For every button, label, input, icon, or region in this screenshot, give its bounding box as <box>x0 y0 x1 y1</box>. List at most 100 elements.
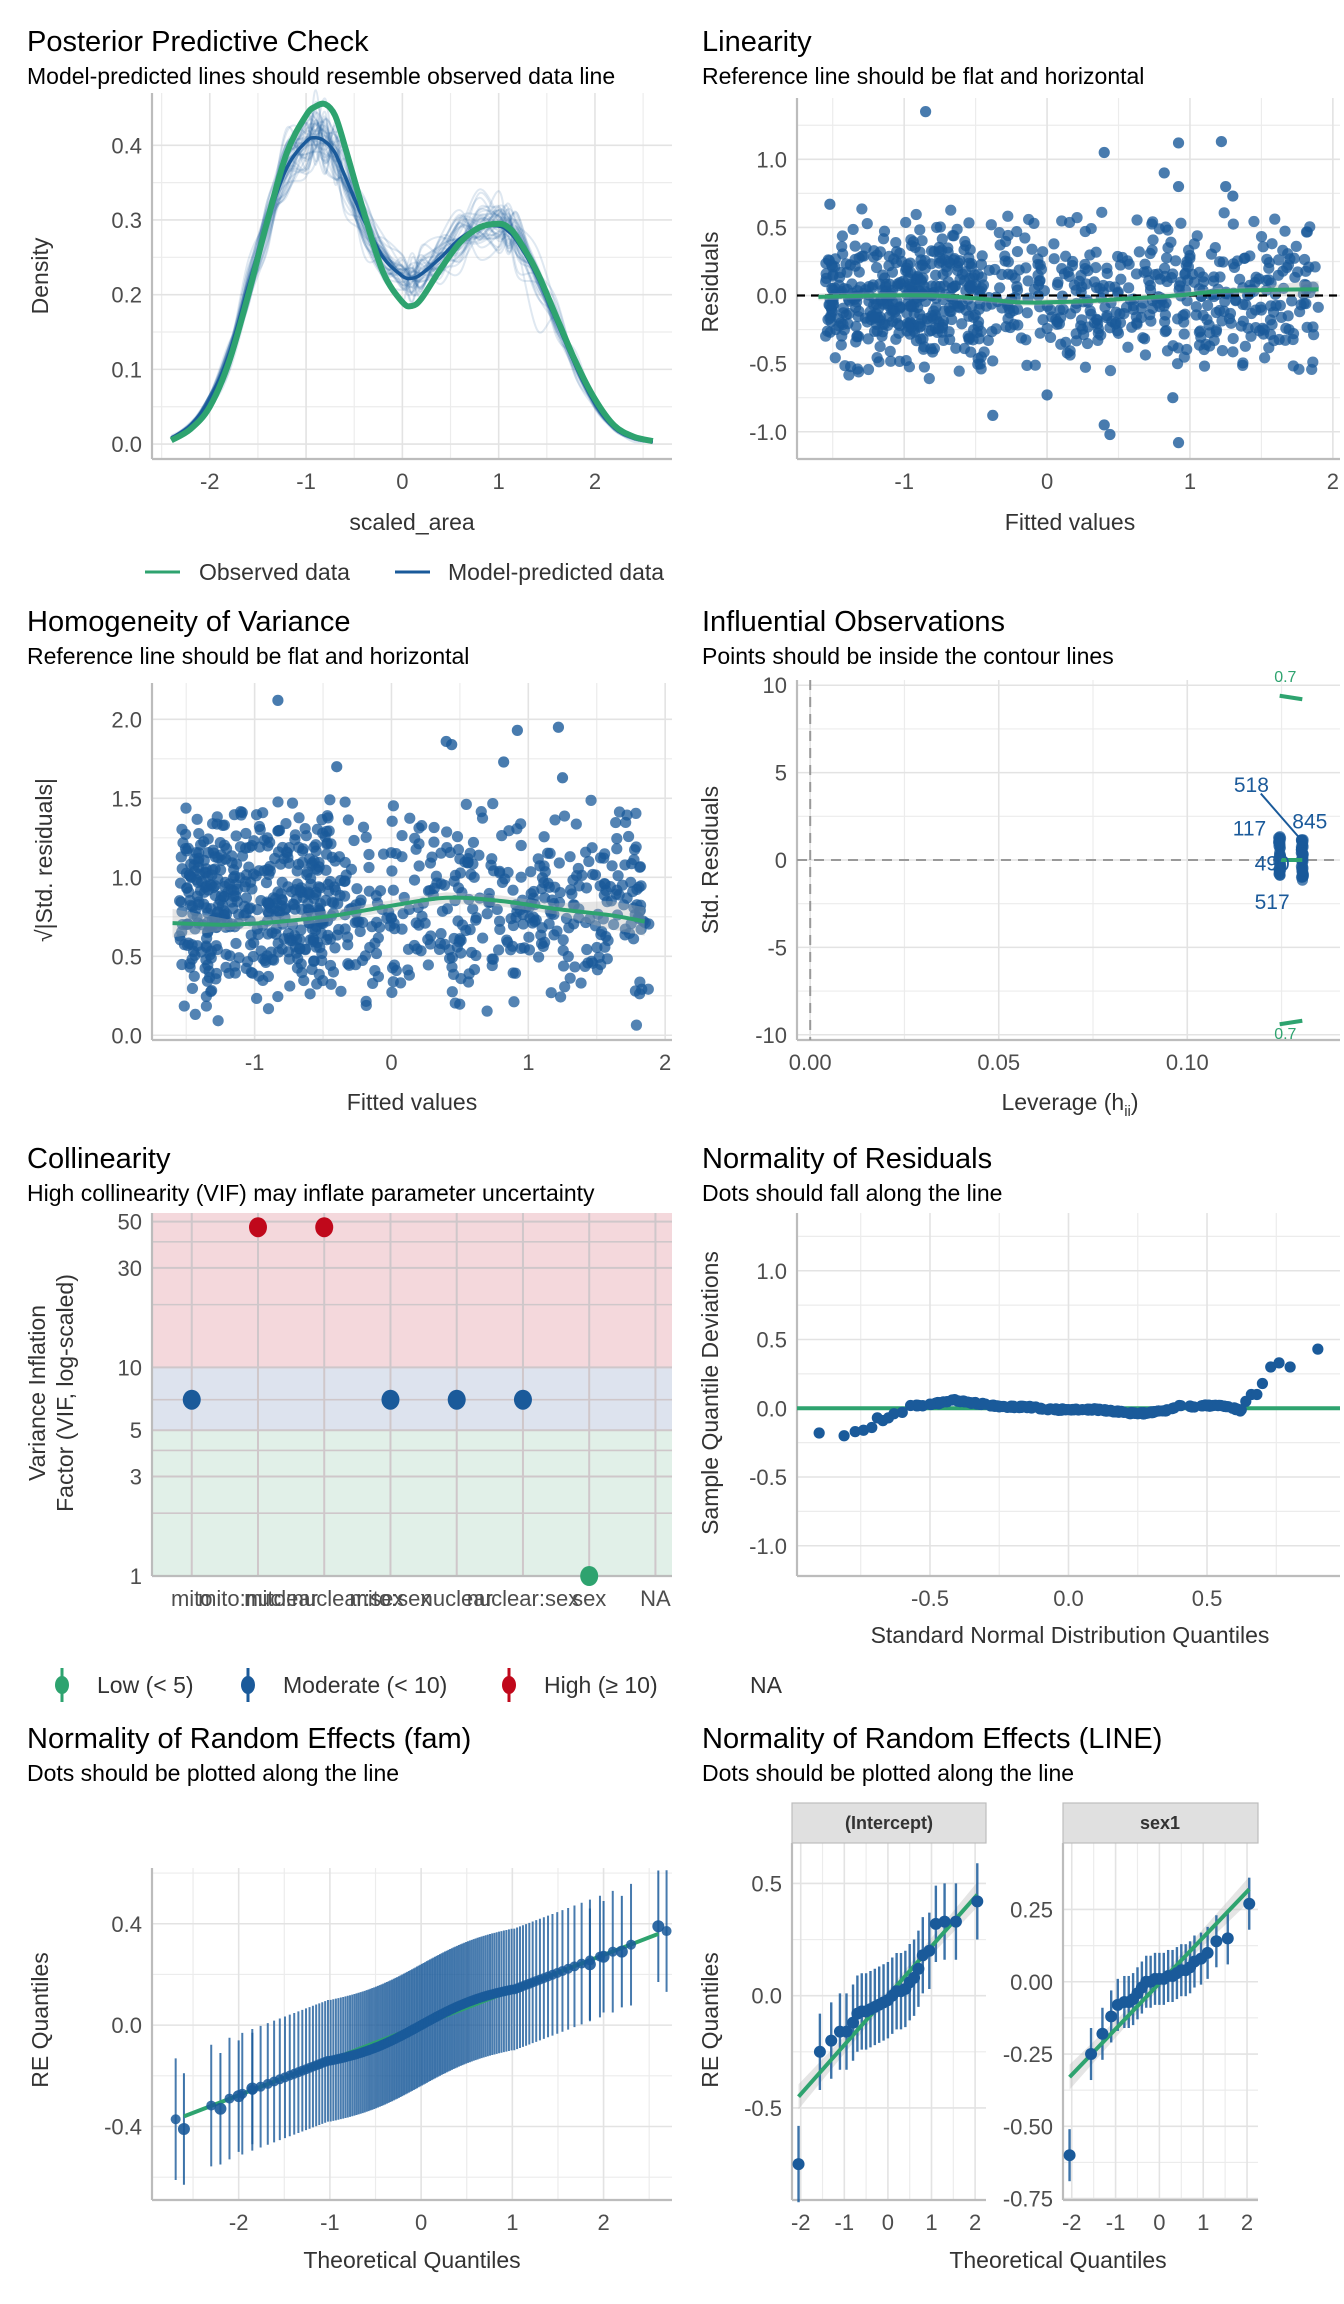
homogeneity-point <box>562 950 574 963</box>
collinearity-xtick-label: NA <box>640 1586 671 1611</box>
homogeneity-point <box>292 858 305 870</box>
homogeneity-point <box>452 915 464 927</box>
homogeneity-point <box>240 892 253 904</box>
ppc-ytick-label: 0.0 <box>111 432 142 457</box>
linearity-point <box>956 318 968 330</box>
linearity-point <box>1002 210 1014 222</box>
linearity-point <box>1145 315 1157 327</box>
homogeneity-ytick-label: 0.0 <box>111 1023 142 1048</box>
influential-point-label: 117 <box>1233 818 1266 841</box>
homogeneity-point <box>213 899 225 911</box>
linearity-point <box>1279 334 1291 346</box>
linearity-xtick-label: 0 <box>1041 469 1053 494</box>
homogeneity-point <box>435 928 447 940</box>
linearity-point <box>835 339 847 351</box>
collinearity-ylabel-line1: Variance Inflation <box>24 1305 50 1481</box>
linearity-point <box>1198 360 1211 372</box>
legend-key-low-dot <box>55 1676 69 1694</box>
legend-label-predicted: Model-predicted data <box>448 559 664 585</box>
homogeneity-points <box>174 694 655 1031</box>
ppc-predicted-line <box>170 120 653 444</box>
linearity-point <box>954 255 966 267</box>
homogeneity-point <box>234 841 247 853</box>
linearity-point <box>884 345 896 357</box>
linearity-point <box>1257 241 1269 253</box>
linearity-point <box>1110 317 1122 329</box>
linearity-point <box>1227 218 1239 230</box>
linearity-subtitle: Reference line should be flat and horizo… <box>702 63 1144 89</box>
re-line-intercept-xtick-label: 0 <box>882 2210 894 2235</box>
influential-point <box>1273 868 1286 880</box>
homogeneity-point <box>240 827 252 840</box>
linearity-point <box>1101 267 1113 280</box>
homogeneity-point <box>564 972 576 984</box>
linearity-point <box>1131 214 1143 226</box>
homogeneity-point <box>555 991 567 1003</box>
homogeneity-point <box>601 953 613 965</box>
homogeneity-point <box>485 859 497 871</box>
homogeneity-point <box>396 829 408 842</box>
homogeneity-point <box>585 794 597 806</box>
homogeneity-point <box>583 855 595 868</box>
linearity-point <box>853 252 865 264</box>
homogeneity-point <box>218 839 231 851</box>
homogeneity-point <box>634 976 646 988</box>
influential-xtick-label: 0.00 <box>789 1050 832 1075</box>
homogeneity-point <box>244 939 257 951</box>
homogeneity-point <box>262 863 274 876</box>
homogeneity-point <box>509 967 522 979</box>
linearity-point <box>1026 243 1038 255</box>
linearity-point <box>934 221 946 233</box>
linearity-point <box>1098 146 1110 159</box>
re-line-sex1-point <box>1096 2027 1109 2040</box>
homogeneity-point <box>247 950 259 963</box>
linearity-point <box>851 285 864 297</box>
linearity-point <box>1021 307 1033 319</box>
linearity-point <box>1056 290 1068 302</box>
linearity-point <box>1126 321 1138 333</box>
qq-point <box>993 1401 1005 1413</box>
qq-point <box>1215 1399 1227 1412</box>
homogeneity-point <box>443 944 455 956</box>
homogeneity-point <box>253 820 265 833</box>
homogeneity-point <box>304 988 316 1000</box>
homogeneity-point <box>300 830 312 842</box>
linearity-point <box>1147 234 1159 246</box>
influential-label-leader <box>1260 792 1302 840</box>
linearity-point <box>1239 340 1251 352</box>
re-fam-point <box>626 1939 637 1950</box>
linearity-smooth-ci <box>818 281 1319 306</box>
re-fam-point <box>652 1920 665 1933</box>
collinearity-ytick-label: 3 <box>130 1464 142 1489</box>
homogeneity-point <box>311 823 324 835</box>
qq-point <box>1007 1401 1019 1413</box>
re-line-title: Normality of Random Effects (LINE) <box>702 1723 1162 1755</box>
linearity-point <box>938 280 950 292</box>
homogeneity-point <box>589 920 602 932</box>
re-line-intercept-point <box>825 2034 838 2047</box>
ppc-predicted-line <box>170 128 653 441</box>
re-line-sex1-xtick-label: -2 <box>1062 2210 1082 2235</box>
homogeneity-point <box>262 898 274 910</box>
facet-strip-intercept: (Intercept) <box>791 1802 987 1844</box>
homogeneity-point <box>475 806 487 818</box>
linearity-point <box>1173 280 1186 292</box>
homogeneity-point <box>278 853 290 865</box>
homogeneity-point <box>295 924 307 936</box>
homogeneity-point <box>210 912 222 924</box>
homogeneity-point <box>189 1008 201 1021</box>
homogeneity-point <box>250 870 262 882</box>
linearity-point <box>1288 252 1300 264</box>
linearity-point <box>863 280 875 293</box>
homogeneity-point <box>324 875 336 888</box>
linearity-point <box>1208 271 1220 283</box>
ppc-ytick-label: 0.3 <box>111 208 142 233</box>
homogeneity-point <box>304 934 316 946</box>
homogeneity-point <box>559 981 571 993</box>
qq-ytick-label: -1.0 <box>749 1534 787 1559</box>
linearity-point <box>915 276 928 288</box>
linearity-point <box>1274 299 1286 312</box>
linearity-point <box>883 250 895 262</box>
homogeneity-point <box>552 721 565 733</box>
homogeneity-point <box>542 847 554 859</box>
